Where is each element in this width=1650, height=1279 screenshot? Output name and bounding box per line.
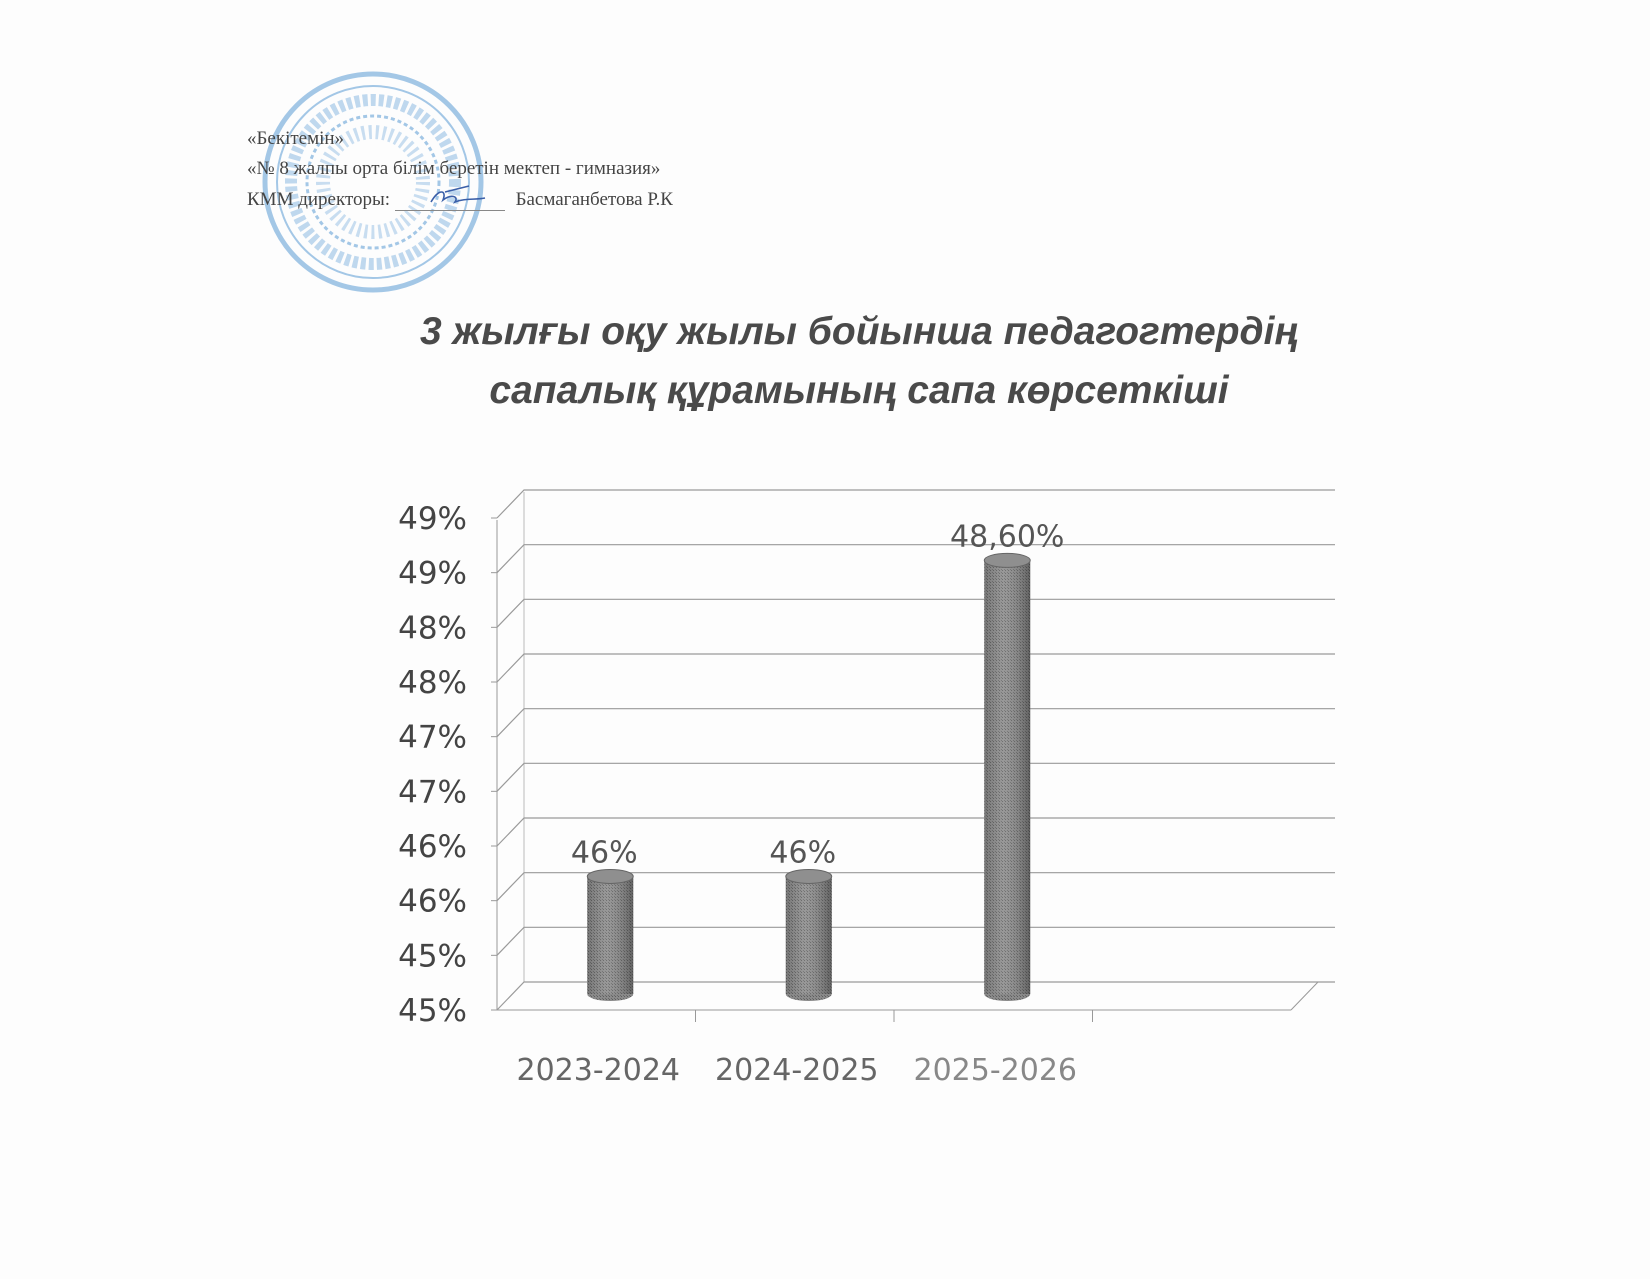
gridline bbox=[496, 872, 1335, 902]
approval-heading: «Бекітемін» bbox=[247, 128, 345, 149]
chart-title-line-1: 3 жылғы оқу жылы бойынша педагогтердің bbox=[419, 310, 1299, 353]
y-tick-label: 47% bbox=[398, 720, 467, 756]
gridline bbox=[496, 489, 1335, 519]
gridline bbox=[496, 708, 1335, 738]
y-tick-label: 48% bbox=[398, 610, 467, 646]
gridline bbox=[496, 981, 1335, 1011]
gridline bbox=[496, 762, 1335, 792]
bar-top bbox=[983, 552, 1031, 568]
school-name: «№ 8 жалпы орта білім беретін мектеп - г… bbox=[247, 158, 661, 179]
gridline bbox=[496, 817, 1335, 847]
bar-2025-2026 bbox=[983, 552, 1031, 1001]
gridline bbox=[496, 598, 1335, 628]
data-label: 48,60% bbox=[950, 519, 1064, 554]
y-tick-label: 49% bbox=[398, 501, 467, 537]
y-tick-label: 48% bbox=[398, 665, 467, 701]
y-tick-label: 49% bbox=[398, 556, 467, 592]
bar-shade bbox=[984, 560, 1031, 994]
bar-2024-2025 bbox=[785, 868, 833, 1001]
y-tick-label: 46% bbox=[398, 829, 467, 865]
bar-shade bbox=[587, 876, 634, 994]
gridline bbox=[496, 544, 1335, 574]
x-tick-label: 2025-2026 bbox=[913, 1053, 1077, 1088]
y-tick-label: 45% bbox=[398, 938, 467, 974]
bar-top bbox=[586, 868, 634, 884]
x-tick-label: 2024-2025 bbox=[715, 1053, 879, 1088]
bar-2023-2024 bbox=[586, 868, 634, 1001]
bar-shade bbox=[785, 876, 832, 994]
signature-icon bbox=[430, 185, 485, 204]
director-name: Басмаганбетова Р.К bbox=[515, 189, 673, 210]
data-label: 46% bbox=[571, 835, 638, 870]
gridline bbox=[496, 926, 1335, 956]
data-label: 46% bbox=[769, 835, 836, 870]
y-tick-label: 45% bbox=[398, 993, 467, 1029]
chart-title-line-2: сапалық құрамының сапа көрсеткіші bbox=[489, 369, 1229, 412]
y-tick-label: 46% bbox=[398, 884, 467, 920]
bar-top bbox=[785, 868, 833, 884]
gridline bbox=[496, 653, 1335, 683]
director-label: КММ директоры: bbox=[247, 189, 391, 210]
director-line: КММ директоры: Басмаганбетова Р.К bbox=[247, 185, 673, 211]
y-tick-label: 47% bbox=[398, 774, 467, 810]
floor-edge bbox=[1290, 981, 1319, 1011]
signature-line bbox=[394, 185, 505, 211]
x-tick-label: 2023-2024 bbox=[516, 1053, 680, 1088]
